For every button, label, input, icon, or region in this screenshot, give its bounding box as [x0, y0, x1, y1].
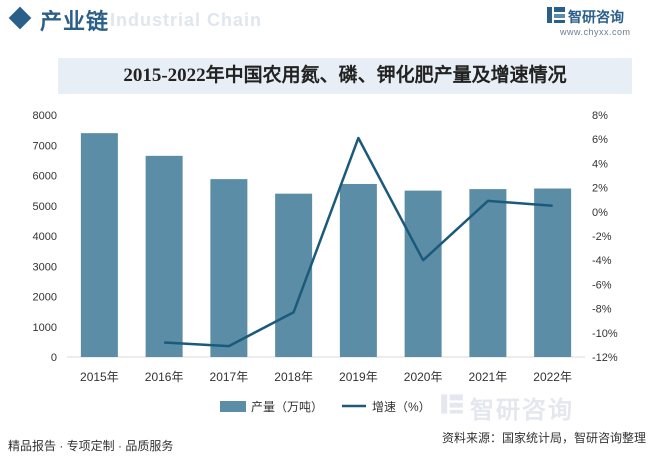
brand-url: www.chyxx.com: [560, 27, 631, 37]
bar: [339, 183, 377, 357]
footer-watermark: 智研咨询: [470, 397, 574, 424]
x-tick-label: 2020年: [404, 370, 443, 384]
y-right-tick-label: -2%: [592, 231, 612, 243]
y-left-tick-label: 8000: [33, 110, 57, 122]
x-tick-label: 2018年: [274, 370, 313, 384]
x-axis: 2015年 2016年 2017年 2018年 2019年 2020年 2021年 2022年: [80, 370, 572, 384]
bar: [145, 155, 183, 357]
y-right-tick-label: 4%: [592, 158, 608, 170]
brand-name: 智研咨询: [568, 9, 624, 25]
y-right-axis: -12% -10% -8% -6% -4% -2% 0% 2% 4% 6% 8%: [592, 110, 618, 364]
x-tick-label: 2015年: [80, 370, 119, 384]
legend-bar-label: 产量（万吨）: [251, 400, 323, 414]
bar-series: [80, 133, 572, 357]
y-right-tick-label: 0%: [592, 207, 608, 219]
y-left-tick-label: 7000: [33, 140, 57, 152]
y-left-tick-label: 4000: [33, 231, 57, 243]
bar: [469, 189, 507, 357]
bar: [210, 179, 248, 357]
y-left-tick-label: 1000: [33, 322, 57, 334]
diamond-icon: [8, 6, 32, 30]
chart-title-band: 2015-2022年中国农用氮、磷、钾化肥产量及增速情况: [58, 58, 632, 94]
bar: [534, 188, 572, 357]
x-tick-label: 2016年: [145, 370, 184, 384]
brand-logo-icon: [547, 7, 565, 23]
legend: 产量（万吨） 增速（%）: [220, 400, 431, 414]
y-left-tick-label: 5000: [33, 201, 57, 213]
x-tick-label: 2022年: [533, 370, 572, 384]
chart-title: 2015-2022年中国农用氮、磷、钾化肥产量及增速情况: [123, 65, 567, 86]
bar: [404, 190, 442, 357]
y-right-tick-label: -8%: [592, 304, 612, 316]
x-tick-label: 2021年: [469, 370, 508, 384]
watermark-logo-icon: [441, 394, 463, 414]
y-left-tick-label: 6000: [33, 171, 57, 183]
x-tick-label: 2017年: [210, 370, 249, 384]
y-right-tick-label: -4%: [592, 255, 612, 267]
bar: [275, 193, 313, 357]
y-left-tick-label: 2000: [33, 292, 57, 304]
y-left-tick-label: 0: [51, 352, 57, 364]
y-right-tick-label: 8%: [592, 110, 608, 122]
header-watermark: Industrial Chain: [110, 10, 263, 30]
legend-line-label: 增速（%）: [372, 400, 431, 414]
y-right-tick-label: 6%: [592, 134, 608, 146]
bar: [80, 133, 118, 357]
growth-line: [164, 136, 553, 348]
line-series: [164, 136, 553, 348]
header: 产业链 Industrial Chain: [0, 0, 654, 38]
section-title: 产业链: [40, 9, 110, 34]
y-right-tick-label: -12%: [592, 352, 618, 364]
legend-bar-swatch: [220, 401, 246, 412]
y-right-tick-label: -10%: [592, 328, 618, 340]
y-left-axis: 0 1000 2000 3000 4000 5000 6000 7000 8000: [33, 110, 57, 364]
x-tick-label: 2019年: [339, 370, 378, 384]
footer-slogan: 精品报告 · 专项定制 · 品质服务: [8, 439, 174, 453]
y-left-tick-label: 3000: [33, 261, 57, 273]
data-source: 资料来源：国家统计局，智研咨询整理: [441, 431, 646, 445]
y-right-tick-label: -6%: [592, 279, 612, 291]
y-right-tick-label: 2%: [592, 183, 608, 195]
brand: 智研咨询 www.chyxx.com: [546, 5, 646, 41]
